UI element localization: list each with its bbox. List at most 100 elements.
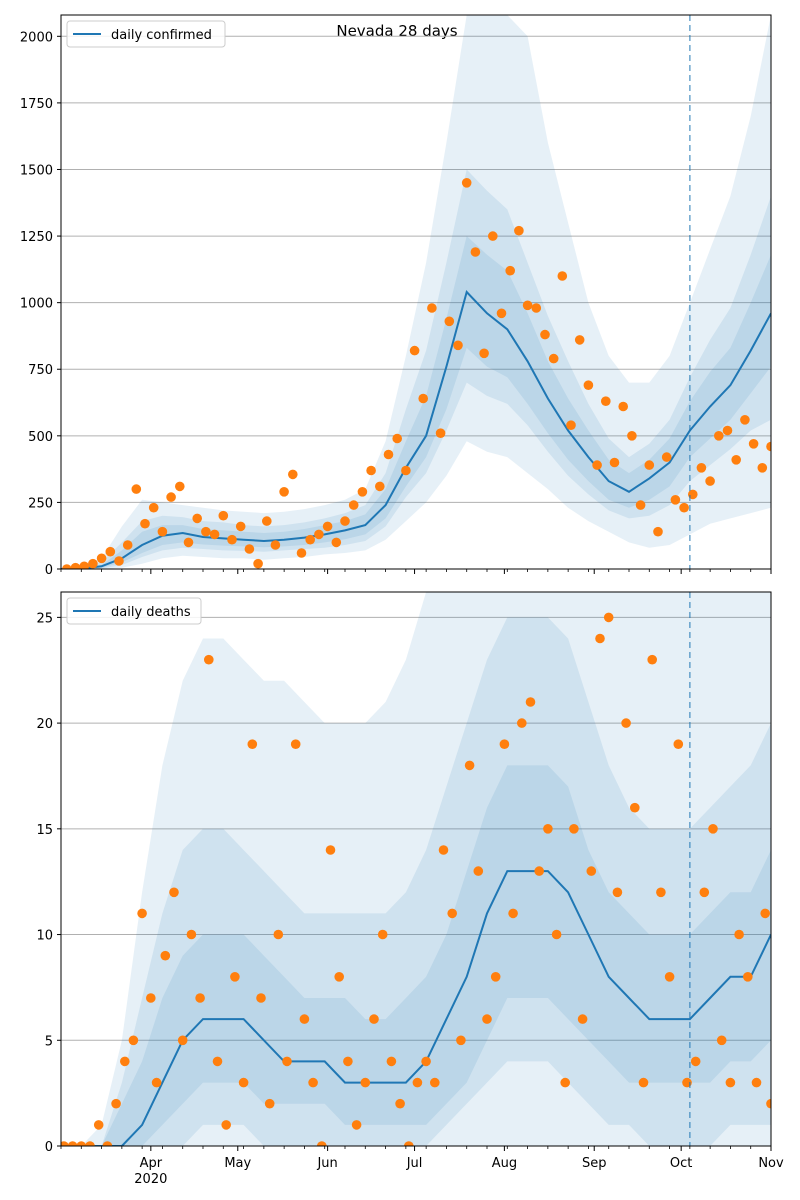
band-outer: [61, 15, 771, 569]
y-tick-label: 5: [45, 1034, 53, 1049]
data-point: [377, 929, 388, 940]
data-point: [128, 1035, 139, 1046]
legend: daily confirmed: [66, 20, 226, 48]
data-point: [308, 1077, 318, 1088]
data-point: [76, 1141, 87, 1146]
data-point: [209, 529, 220, 540]
data-point: [534, 866, 544, 876]
legend-box: [66, 597, 202, 625]
data-point: [230, 972, 240, 982]
y-tick-label: 1500: [20, 163, 53, 178]
plot-area: [61, 592, 771, 1146]
data-point: [743, 972, 753, 982]
data-point: [435, 428, 446, 439]
data-point: [175, 481, 185, 492]
data-point: [540, 329, 550, 340]
data-point: [195, 993, 205, 1003]
x-tick-label: Nov: [758, 1156, 784, 1171]
data-point: [201, 526, 211, 537]
data-point: [664, 972, 675, 982]
data-point: [566, 420, 576, 431]
data-point: [348, 500, 359, 510]
data-point: [299, 1014, 310, 1024]
data-point: [757, 463, 768, 473]
data-point: [148, 502, 159, 513]
data-point: [595, 633, 605, 644]
data-point: [499, 739, 510, 749]
data-point: [583, 380, 594, 391]
data-point: [548, 353, 559, 364]
data-point: [114, 556, 124, 566]
data-point: [696, 463, 707, 473]
data-point: [653, 526, 663, 537]
data-point: [531, 303, 542, 313]
y-tick-label: 250: [28, 496, 53, 511]
y-tick-label: 15: [36, 823, 53, 838]
x-tick-label: May: [224, 1156, 251, 1171]
data-point: [62, 564, 72, 569]
data-point: [273, 929, 284, 940]
data-point: [679, 502, 689, 513]
data-point: [551, 929, 562, 940]
data-point: [227, 534, 237, 545]
y-tick-label: 0: [45, 1140, 53, 1155]
data-point: [577, 1014, 588, 1024]
data-point: [351, 1120, 362, 1130]
data-point: [586, 866, 597, 876]
data-point: [235, 521, 246, 532]
data-point: [456, 1035, 466, 1046]
data-point: [612, 887, 623, 898]
data-point: [93, 1120, 104, 1130]
band-middle: [61, 617, 771, 1146]
data-point: [395, 1098, 405, 1109]
data-point: [305, 534, 316, 545]
data-point: [621, 718, 631, 728]
data-point: [427, 303, 437, 313]
data-point: [430, 1077, 440, 1088]
data-point: [708, 824, 718, 834]
data-point: [131, 484, 142, 494]
data-point: [574, 335, 585, 345]
data-point: [120, 1056, 130, 1067]
data-point: [146, 993, 156, 1003]
data-point: [714, 431, 724, 441]
data-point: [111, 1098, 121, 1109]
data-point: [386, 1056, 397, 1067]
data-point: [766, 441, 771, 452]
data-point: [464, 760, 475, 771]
x-tick-label: Jul: [406, 1156, 423, 1171]
y-tick-label: 1000: [20, 297, 53, 312]
data-point: [517, 718, 527, 728]
y-tick-label: 500: [28, 430, 53, 445]
data-point: [322, 521, 333, 532]
data-point: [325, 845, 336, 855]
data-point: [751, 1077, 762, 1088]
series-line: [61, 870, 771, 1146]
deaths-panel: 0 5 10 15 20 25 Apr May Jun Jul Aug Sep Oct Nov 2020 da…: [36, 591, 784, 1187]
data-point: [314, 529, 324, 540]
data-point: [256, 993, 266, 1003]
data-point: [177, 1035, 188, 1046]
data-point: [525, 697, 536, 707]
band-outer: [61, 592, 771, 1146]
data-point: [766, 1098, 771, 1109]
confirmed-panel: 0 250 500 750 1000 1250 1500 1750 2000 daily conf…: [20, 14, 772, 578]
data-point: [140, 518, 150, 529]
y-tick-label: 2000: [20, 30, 53, 45]
y-tick-label: 1250: [20, 230, 53, 245]
data-point: [482, 1014, 492, 1024]
series-line: [61, 290, 771, 569]
data-point: [85, 1141, 95, 1146]
data-point: [409, 345, 420, 356]
data-point: [560, 1077, 570, 1088]
x-tick-label: Jun: [316, 1156, 337, 1171]
legend-box: [66, 20, 226, 48]
data-point: [238, 1077, 249, 1088]
data-point: [67, 1141, 78, 1146]
y-tick-label: 25: [36, 611, 53, 626]
data-point: [334, 972, 345, 982]
data-point: [221, 1120, 231, 1130]
data-point: [444, 316, 455, 327]
data-point: [169, 887, 179, 898]
data-point: [375, 481, 385, 492]
